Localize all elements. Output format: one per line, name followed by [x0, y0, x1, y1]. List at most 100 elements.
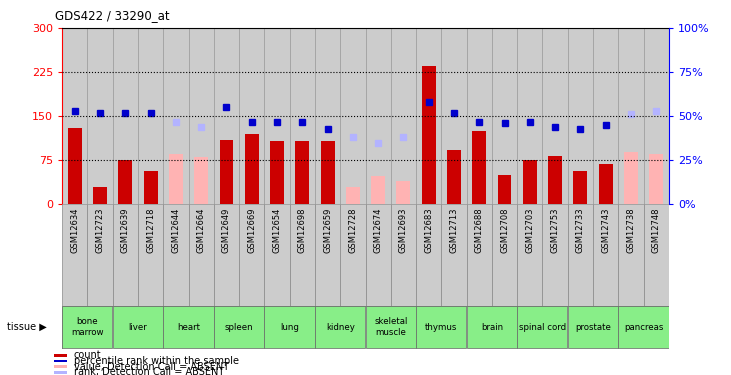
- Bar: [517, 28, 542, 204]
- Text: skeletal
muscle: skeletal muscle: [374, 318, 407, 337]
- Bar: [498, 175, 512, 204]
- Bar: [315, 306, 366, 348]
- Bar: [442, 204, 466, 306]
- Bar: [138, 204, 163, 306]
- Bar: [118, 160, 132, 204]
- Bar: [289, 28, 315, 204]
- Bar: [88, 28, 113, 204]
- Text: GSM12748: GSM12748: [652, 207, 661, 253]
- Bar: [62, 204, 88, 306]
- Bar: [568, 28, 593, 204]
- Bar: [542, 28, 568, 204]
- Text: GSM12688: GSM12688: [474, 207, 484, 253]
- Bar: [416, 306, 466, 348]
- Bar: [315, 28, 340, 204]
- Text: GSM12713: GSM12713: [450, 207, 458, 253]
- Bar: [93, 187, 107, 204]
- Bar: [466, 204, 492, 306]
- Text: GSM12634: GSM12634: [70, 207, 79, 253]
- Text: value, Detection Call = ABSENT: value, Detection Call = ABSENT: [74, 362, 229, 372]
- Text: GSM12639: GSM12639: [121, 207, 130, 253]
- Bar: [472, 131, 486, 204]
- Text: bone
marrow: bone marrow: [71, 318, 104, 337]
- Bar: [62, 28, 88, 204]
- Text: GSM12708: GSM12708: [500, 207, 509, 253]
- Text: GDS422 / 33290_at: GDS422 / 33290_at: [55, 9, 170, 22]
- Bar: [189, 204, 213, 306]
- Bar: [466, 28, 492, 204]
- Text: heart: heart: [177, 322, 200, 332]
- Text: GSM12733: GSM12733: [576, 207, 585, 253]
- Text: GSM12693: GSM12693: [399, 207, 408, 253]
- Text: GSM12718: GSM12718: [146, 207, 155, 253]
- Bar: [396, 181, 410, 204]
- Bar: [366, 204, 391, 306]
- Bar: [442, 28, 466, 204]
- Bar: [568, 306, 618, 348]
- Bar: [492, 28, 517, 204]
- Bar: [518, 306, 567, 348]
- Bar: [315, 204, 340, 306]
- Bar: [492, 204, 518, 306]
- Bar: [422, 66, 436, 204]
- Bar: [169, 154, 183, 204]
- Text: GSM12738: GSM12738: [626, 207, 635, 253]
- Bar: [542, 204, 568, 306]
- Bar: [649, 154, 663, 204]
- Bar: [113, 204, 138, 306]
- Bar: [643, 204, 669, 306]
- Bar: [523, 160, 537, 204]
- Text: GSM12728: GSM12728: [349, 207, 357, 253]
- Text: GSM12683: GSM12683: [424, 207, 433, 253]
- Bar: [62, 306, 113, 348]
- Bar: [643, 28, 669, 204]
- Bar: [416, 28, 442, 204]
- Bar: [265, 204, 289, 306]
- Text: GSM12703: GSM12703: [526, 207, 534, 253]
- Text: thymus: thymus: [425, 322, 458, 332]
- Bar: [54, 354, 67, 357]
- Bar: [289, 204, 315, 306]
- Bar: [391, 204, 416, 306]
- Text: liver: liver: [129, 322, 148, 332]
- Bar: [138, 28, 163, 204]
- Bar: [270, 141, 284, 204]
- Bar: [144, 171, 158, 204]
- Bar: [239, 28, 265, 204]
- Bar: [340, 204, 366, 306]
- Text: GSM12743: GSM12743: [601, 207, 610, 253]
- Bar: [189, 28, 213, 204]
- Bar: [113, 306, 163, 348]
- Bar: [321, 141, 335, 204]
- Bar: [265, 306, 314, 348]
- Text: tissue ▶: tissue ▶: [7, 322, 47, 332]
- Bar: [68, 128, 82, 204]
- Text: lung: lung: [280, 322, 299, 332]
- Bar: [194, 158, 208, 204]
- Bar: [213, 28, 239, 204]
- Text: rank, Detection Call = ABSENT: rank, Detection Call = ABSENT: [74, 367, 224, 375]
- Text: GSM12654: GSM12654: [273, 207, 281, 253]
- Bar: [113, 28, 138, 204]
- Bar: [213, 306, 264, 348]
- Bar: [163, 306, 213, 348]
- Bar: [54, 371, 67, 374]
- Bar: [295, 141, 309, 204]
- Text: kidney: kidney: [326, 322, 355, 332]
- Bar: [54, 365, 67, 368]
- Bar: [219, 140, 233, 204]
- Bar: [163, 28, 189, 204]
- Bar: [618, 204, 643, 306]
- Text: GSM12723: GSM12723: [96, 207, 105, 253]
- Text: spinal cord: spinal cord: [519, 322, 566, 332]
- Text: percentile rank within the sample: percentile rank within the sample: [74, 356, 238, 366]
- Bar: [593, 28, 618, 204]
- Bar: [593, 204, 618, 306]
- Bar: [245, 134, 259, 204]
- Bar: [573, 171, 587, 204]
- Text: GSM12649: GSM12649: [222, 207, 231, 253]
- Text: GSM12664: GSM12664: [197, 207, 205, 253]
- Text: GSM12659: GSM12659: [323, 207, 332, 253]
- Text: prostate: prostate: [575, 322, 611, 332]
- Bar: [416, 204, 442, 306]
